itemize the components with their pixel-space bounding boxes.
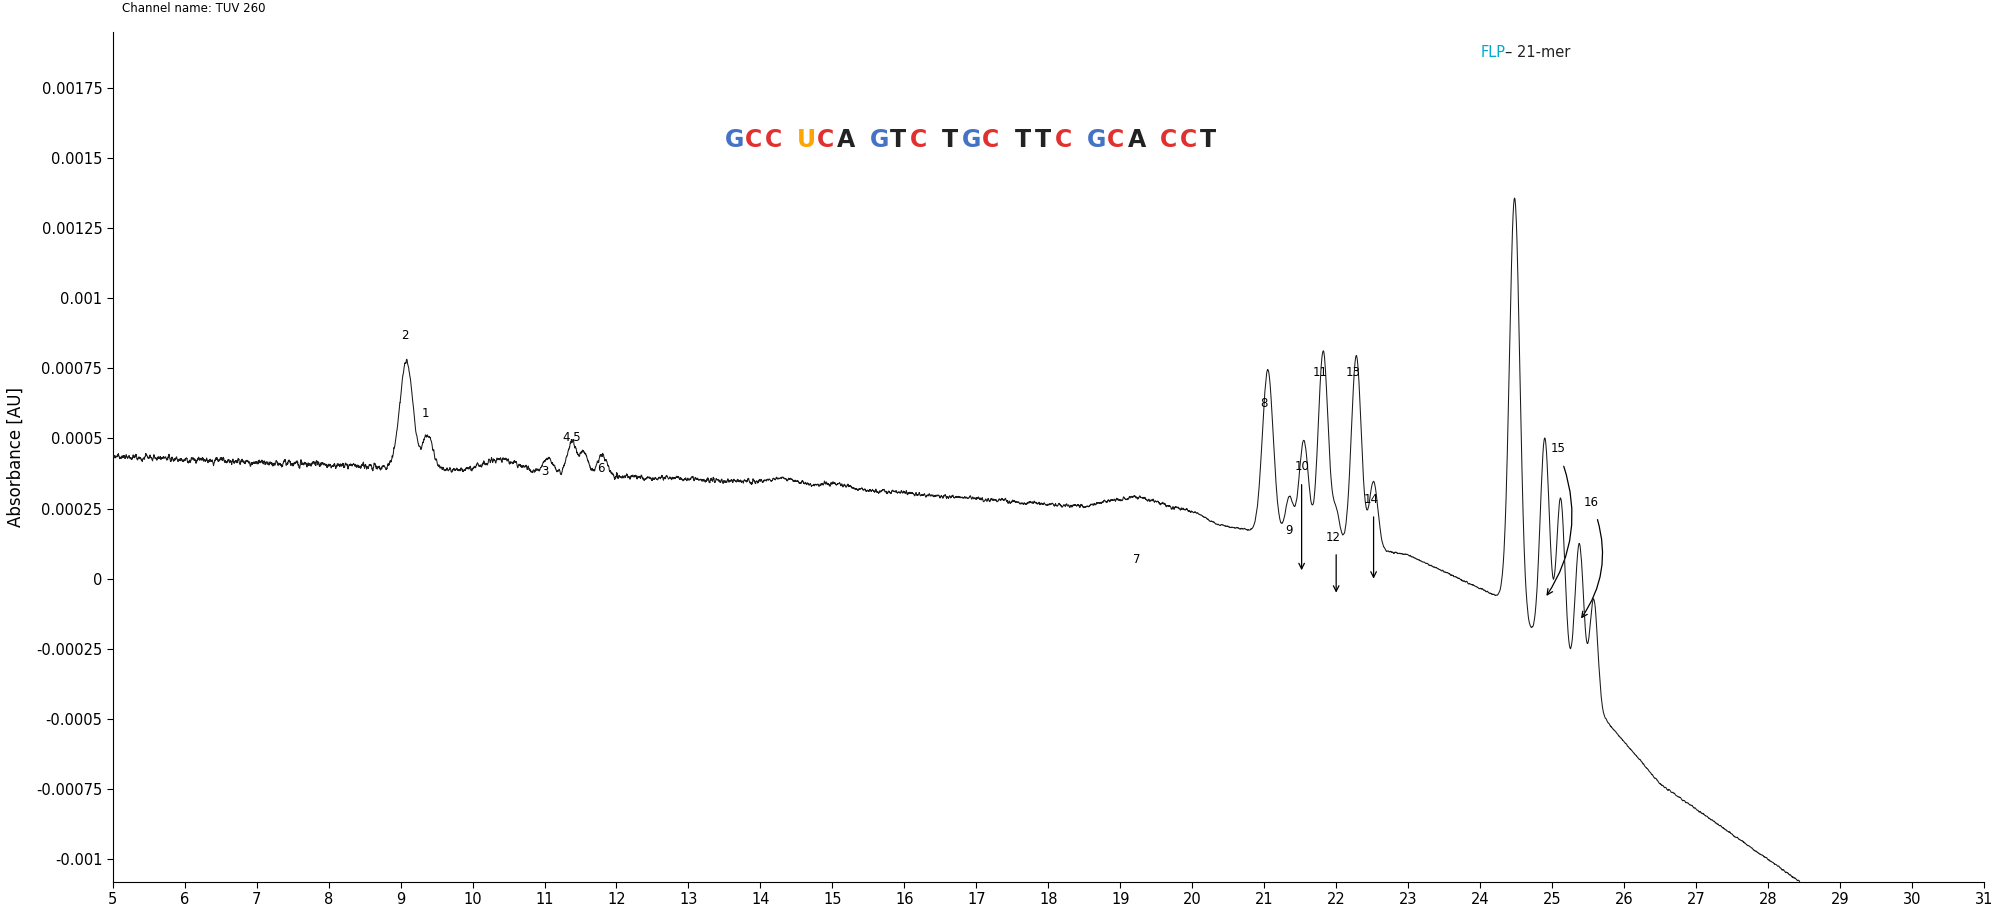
- Text: FLP: FLP: [1480, 45, 1506, 59]
- Text: G: G: [724, 128, 744, 153]
- Text: 15: 15: [1550, 442, 1566, 455]
- Text: 6: 6: [596, 462, 604, 475]
- Text: G: G: [962, 128, 982, 153]
- Text: 2: 2: [402, 328, 408, 342]
- Text: T: T: [890, 128, 906, 153]
- Text: T: T: [942, 128, 958, 153]
- Text: 12: 12: [1326, 531, 1340, 545]
- Text: G: G: [870, 128, 888, 153]
- Text: G: G: [1088, 128, 1106, 153]
- Text: A: A: [1128, 128, 1146, 153]
- Text: – 21-mer: – 21-mer: [1506, 45, 1570, 59]
- Text: C: C: [744, 128, 762, 153]
- Text: 11: 11: [1312, 367, 1328, 379]
- Text: 1: 1: [422, 407, 428, 420]
- Text: C: C: [1160, 128, 1176, 153]
- Text: 10: 10: [1294, 461, 1310, 473]
- Text: C: C: [1180, 128, 1198, 153]
- Text: 8: 8: [1260, 398, 1268, 410]
- Text: C: C: [982, 128, 1000, 153]
- Text: T: T: [1200, 128, 1216, 153]
- Text: 14: 14: [1364, 493, 1378, 505]
- Text: 4,5: 4,5: [562, 431, 582, 444]
- Text: 9: 9: [1286, 524, 1294, 537]
- Text: C: C: [818, 128, 834, 153]
- Text: A: A: [838, 128, 856, 153]
- Text: T: T: [1034, 128, 1050, 153]
- Text: 7: 7: [1134, 553, 1140, 566]
- Y-axis label: Absorbance [AU]: Absorbance [AU]: [6, 387, 24, 526]
- Text: C: C: [764, 128, 782, 153]
- Text: 3: 3: [540, 464, 548, 478]
- Text: 16: 16: [1584, 495, 1600, 508]
- Text: T: T: [1014, 128, 1030, 153]
- Text: C: C: [1054, 128, 1072, 153]
- Text: 13: 13: [1346, 367, 1360, 379]
- Text: U: U: [796, 128, 816, 153]
- Text: C: C: [910, 128, 928, 153]
- Text: C: C: [1108, 128, 1124, 153]
- Text: Channel name: TUV 260: Channel name: TUV 260: [122, 2, 266, 15]
